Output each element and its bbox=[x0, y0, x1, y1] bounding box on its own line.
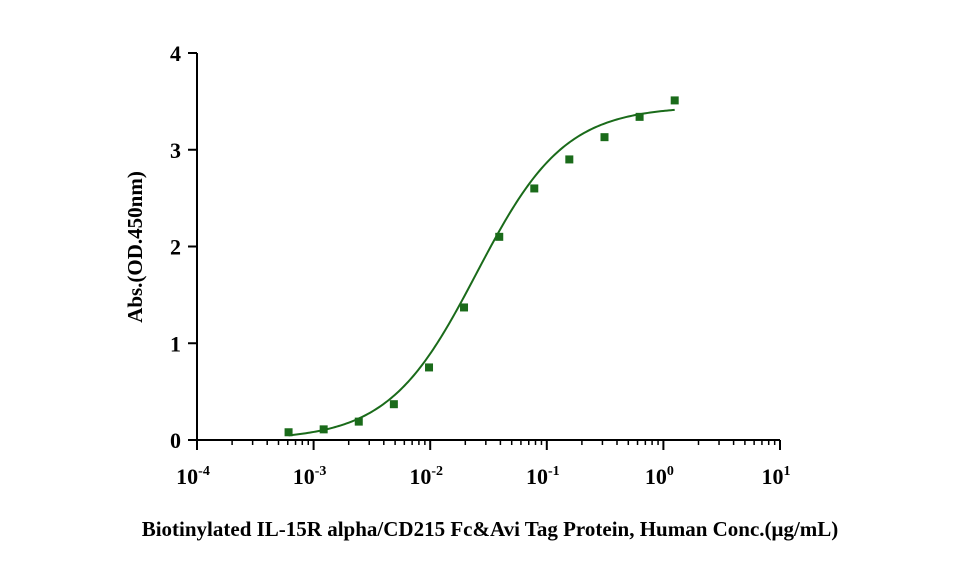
data-point bbox=[495, 232, 504, 241]
x-tick-label: 100 bbox=[645, 464, 674, 489]
data-point bbox=[565, 155, 574, 164]
data-point bbox=[530, 184, 539, 193]
y-axis-label: Abs.(OD.450nm) bbox=[123, 171, 147, 323]
axis-labels: Biotinylated IL-15R alpha/CD215 Fc&Avi T… bbox=[123, 171, 838, 541]
data-point bbox=[600, 133, 609, 142]
data-point bbox=[635, 112, 644, 121]
data-point bbox=[319, 425, 328, 434]
data-point bbox=[460, 303, 469, 312]
data-point bbox=[354, 417, 363, 426]
x-tick-label: 10-4 bbox=[176, 464, 210, 489]
data-points bbox=[284, 96, 679, 437]
x-tick-label: 10-1 bbox=[526, 464, 560, 489]
data-point bbox=[425, 363, 434, 372]
x-tick-label: 10-2 bbox=[409, 464, 443, 489]
axes: 0 1 2 3 4 10-4 10-3 10-2 10-1 100 101 bbox=[170, 41, 791, 489]
data-point bbox=[284, 428, 293, 437]
data-point bbox=[389, 400, 398, 409]
y-tick-label: 2 bbox=[170, 235, 181, 260]
y-tick-label: 4 bbox=[170, 41, 181, 66]
y-tick-label: 0 bbox=[170, 428, 181, 453]
x-axis-label: Biotinylated IL-15R alpha/CD215 Fc&Avi T… bbox=[142, 517, 839, 541]
x-tick-label: 101 bbox=[762, 464, 791, 489]
data-point bbox=[670, 96, 679, 105]
fit-curve-group bbox=[288, 108, 675, 437]
y-tick-label: 1 bbox=[170, 331, 181, 356]
x-tick-label: 10-3 bbox=[293, 464, 327, 489]
fit-curve bbox=[288, 108, 675, 437]
y-tick-label: 3 bbox=[170, 138, 181, 163]
